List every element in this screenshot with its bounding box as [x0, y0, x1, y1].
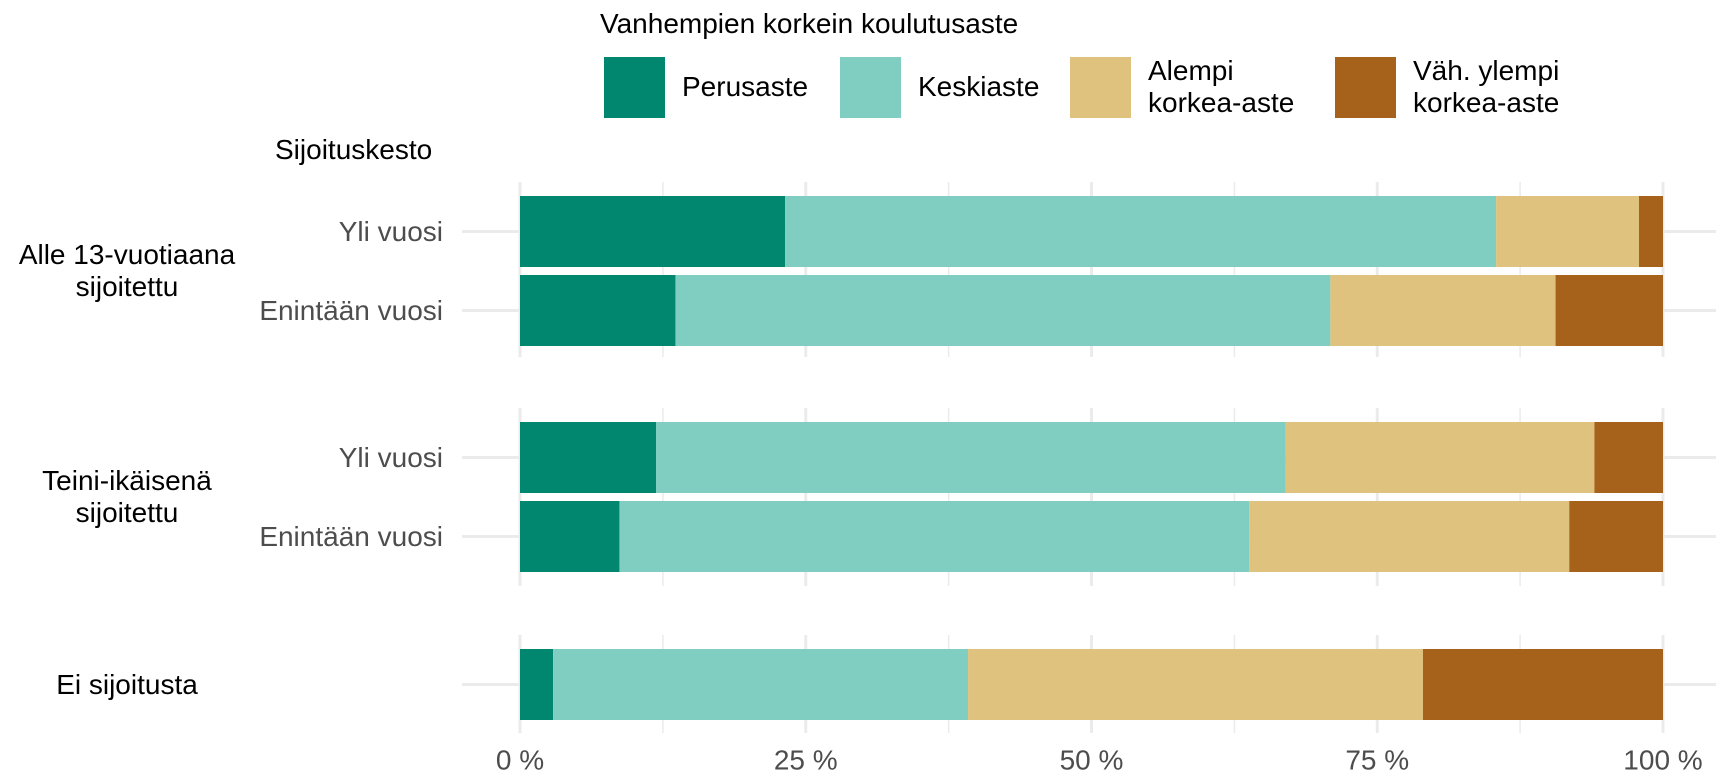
bar-segment [520, 501, 620, 572]
legend-label: Keskiaste [918, 71, 1040, 102]
bar-segment [675, 275, 1331, 346]
bar-segment [1555, 275, 1663, 346]
y-tick-label: Yli vuosi [338, 441, 443, 473]
bar-segment [520, 275, 676, 346]
x-tick-label: 50 % [1060, 744, 1124, 775]
x-tick-label: 0 % [496, 744, 544, 775]
bar-segment [1594, 422, 1663, 493]
legend-label: Perusaste [682, 71, 809, 102]
x-tick-label: 75 % [1345, 744, 1409, 775]
bar-segment [656, 422, 1286, 493]
x-tick-label: 100 % [1623, 744, 1702, 775]
group-label: Ei sijoitusta [56, 668, 198, 700]
bar-segment [1496, 196, 1639, 267]
bar-segment [1249, 501, 1570, 572]
y-tick-label: Enintään vuosi [259, 520, 443, 552]
legend-title: Vanhempien korkein koulutusaste [600, 8, 1019, 39]
bar-segment [1285, 422, 1595, 493]
bar-segment [520, 649, 554, 720]
y-tick-label: Enintään vuosi [259, 294, 443, 326]
group-label: Teini-ikäisenä sijoitettu [42, 465, 212, 528]
bar-segment [619, 501, 1250, 572]
legend-label: Väh. ylempi korkea-aste [1413, 55, 1560, 118]
legend-swatch [604, 57, 665, 118]
bar-segment [1638, 196, 1663, 267]
bar-segment [1422, 649, 1663, 720]
y-title: Sijoituskesto [275, 134, 433, 165]
bar-segment [553, 649, 969, 720]
bar-segment [520, 196, 786, 267]
legend-swatch [1070, 57, 1131, 118]
bar-segment [1330, 275, 1556, 346]
legend-swatch [1335, 57, 1396, 118]
legend-swatch [840, 57, 901, 118]
y-tick-label: Yli vuosi [338, 215, 443, 247]
legend-label: Alempi korkea-aste [1148, 55, 1295, 118]
group-label: Alle 13-vuotiaana sijoitettu [18, 239, 236, 302]
bar-segment [968, 649, 1423, 720]
bar-segment [785, 196, 1497, 267]
x-tick-label: 25 % [774, 744, 838, 775]
bar-segment [520, 422, 657, 493]
bar-segment [1569, 501, 1663, 572]
